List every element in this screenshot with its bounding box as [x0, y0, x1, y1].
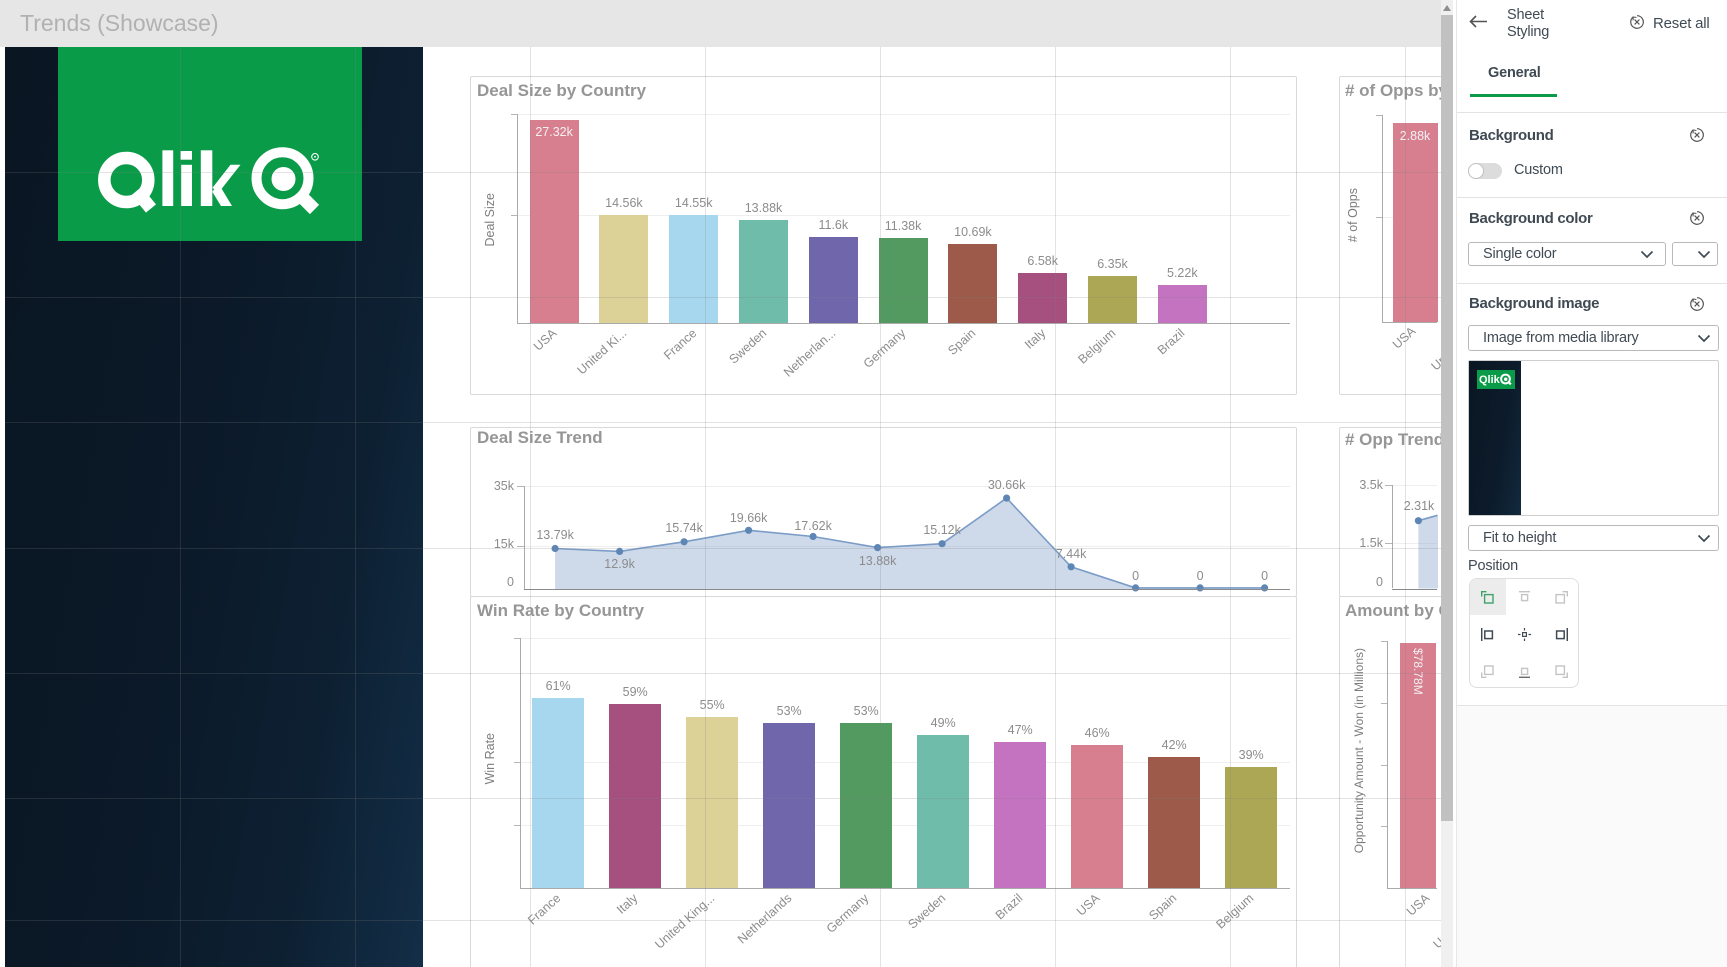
svg-text:Qlik: Qlik — [1479, 374, 1501, 386]
